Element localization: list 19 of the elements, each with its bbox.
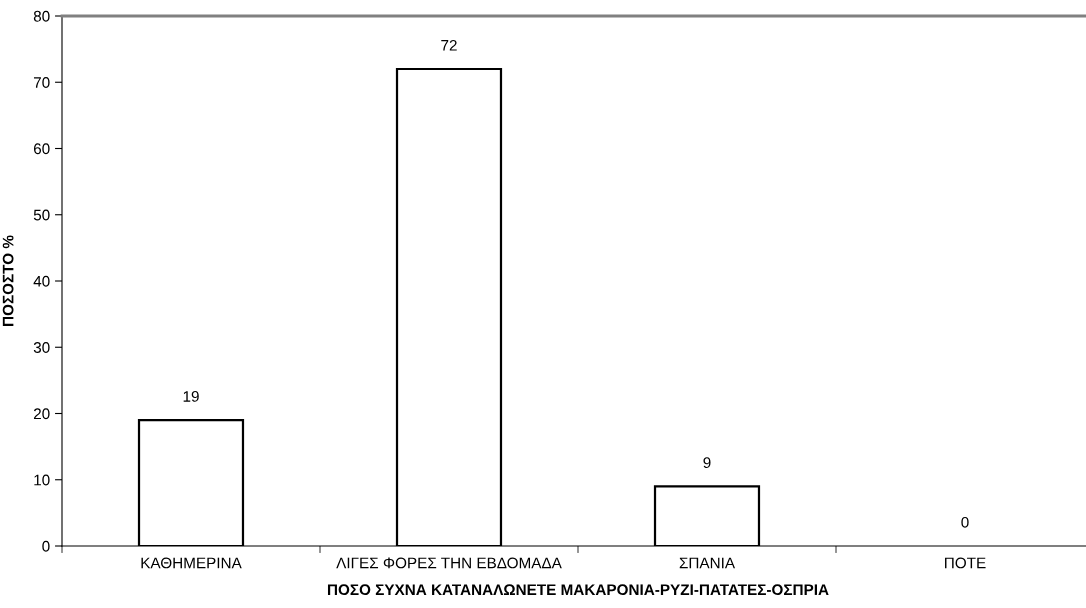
y-tick-label: 70 <box>33 77 50 88</box>
data-label: 0 <box>961 516 969 528</box>
y-tick-label: 0 <box>42 540 50 552</box>
x-tick-label: ΛΙΓΕΣ ΦΟΡΕΣ ΤΗΝ ΕΒΔΟΜΑΔΑ <box>336 557 562 569</box>
y-axis-title: ΠΟΣΟΣΤΟ % <box>2 235 14 326</box>
x-axis-title: ΠΟΣΟ ΣΥΧΝΑ ΚΑΤΑΝΑΛΩΝΕΤΕ ΜΑΚΑΡΟΝΙΑ-ΡΥΖΙ-ΠΑΤΑΤΕΣ-ΟΣΠΡΙΑ <box>327 584 829 596</box>
y-tick-label: 60 <box>33 143 50 155</box>
y-tick-label: 30 <box>33 342 50 353</box>
x-tick-label: ΚΑΘΗΜΕΡΙΝΑ <box>141 557 242 569</box>
data-label: 72 <box>441 39 457 51</box>
y-tick-label: 50 <box>33 209 50 221</box>
y-tick-label: 80 <box>33 10 50 22</box>
y-tick-label: 40 <box>33 275 50 287</box>
y-tick-label: 10 <box>34 474 50 486</box>
data-label: 19 <box>183 391 199 402</box>
x-tick-label: ΠΟΤΕ <box>945 557 986 569</box>
x-tick-label: ΣΠΑΝΙΑ <box>679 557 736 569</box>
data-label: 9 <box>703 457 711 469</box>
y-tick-label: 20 <box>33 408 50 420</box>
